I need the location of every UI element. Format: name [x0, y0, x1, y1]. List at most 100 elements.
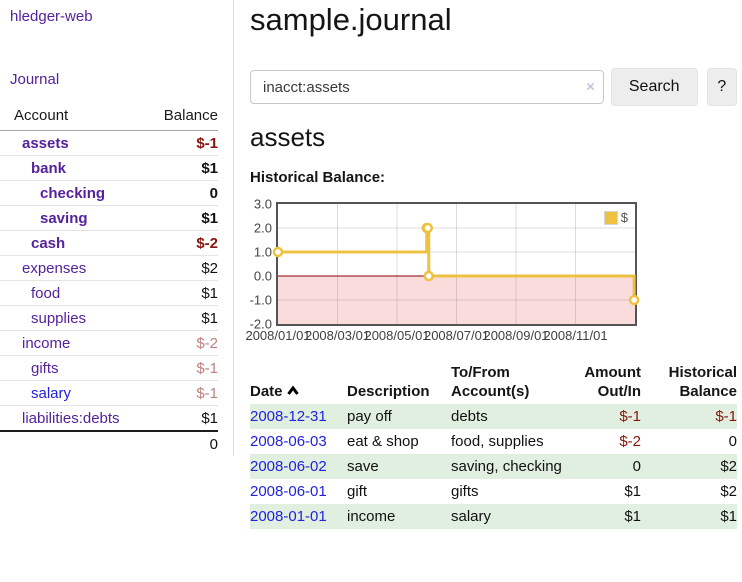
transaction-date-link[interactable]: 2008-12-31 — [250, 408, 327, 425]
sidebar-account-link[interactable]: salary — [31, 384, 72, 402]
register-table-body: 2008-12-31 pay off debts $-1 $-1 2008-06-03 ea… — [250, 404, 737, 529]
sidebar-account-link[interactable]: assets — [22, 134, 69, 152]
account-heading: assets — [250, 122, 326, 152]
description-column-header: Description — [347, 383, 430, 400]
account-row: cash $-2 — [0, 231, 218, 256]
y-tick-label: -1.0 — [249, 292, 272, 308]
transaction-date-link[interactable]: 2008-06-01 — [250, 483, 327, 500]
help-button[interactable]: ? — [706, 68, 737, 106]
search-input[interactable] — [250, 70, 604, 104]
sidebar: hledger-web Journal Account Balance asse… — [0, 0, 234, 456]
account-balance: $1 — [201, 209, 218, 227]
transaction-balance: $1 — [641, 504, 737, 529]
transaction-accounts: salary — [451, 504, 563, 529]
y-tick-label: 0.0 — [253, 268, 272, 284]
account-balance: $1 — [201, 159, 218, 177]
account-row: expenses $2 — [0, 256, 218, 281]
chart-x-axis: 2008/01/01 2008/03/01 2008/05/01 2008/07/01… — [245, 328, 635, 344]
account-balance: $1 — [201, 409, 218, 427]
chart-y-axis: 3.0 2.0 1.0 0.0 -1.0 -2.0 — [249, 197, 272, 332]
sidebar-account-link[interactable]: saving — [40, 209, 88, 227]
transaction-balance: $2 — [641, 454, 737, 479]
transaction-balance: 0 — [728, 433, 737, 450]
transaction-amount: $-2 — [619, 433, 641, 450]
transaction-amount: $1 — [563, 504, 641, 529]
transaction-accounts: gifts — [451, 483, 479, 500]
sidebar-account-link[interactable]: liabilities:debts — [22, 409, 120, 427]
register-table: Date Description To/From Account(s) Amou… — [250, 360, 737, 529]
account-row: supplies $1 — [0, 306, 218, 331]
x-tick-label: 2008/11/01 — [543, 328, 608, 343]
sidebar-account-link[interactable]: checking — [40, 184, 106, 202]
amount-column-header: Amount Out/In — [584, 364, 641, 400]
sort-ascending-icon — [286, 385, 299, 395]
search-form: × Search ? — [250, 68, 737, 106]
accounts-table-header: Account Balance — [0, 104, 218, 131]
search-button[interactable]: Search — [610, 68, 698, 106]
account-balance: $2 — [201, 259, 218, 277]
transaction-amount: $1 — [624, 483, 641, 500]
transaction-date-link[interactable]: 2008-06-02 — [250, 458, 327, 475]
transaction-accounts: food, supplies — [451, 433, 544, 450]
sidebar-account-link[interactable]: expenses — [22, 259, 87, 277]
search-box: × — [250, 70, 604, 104]
account-balance: $1 — [201, 309, 218, 327]
chart-heading: Historical Balance: — [250, 169, 386, 186]
transaction-description: eat & shop — [347, 433, 419, 450]
sidebar-account-link[interactable]: bank — [31, 159, 67, 177]
account-column-header: Account — [14, 107, 69, 124]
accounts-table: Account Balance assets $-1 bank $1 checking 0… — [0, 104, 218, 456]
transaction-date-link[interactable]: 2008-06-03 — [250, 433, 327, 450]
balance-chart-svg — [272, 204, 640, 324]
transaction-balance: $2 — [720, 483, 737, 500]
account-row: income $-2 — [0, 331, 218, 356]
transaction-description: save — [347, 454, 451, 479]
transaction-balance: $-1 — [641, 404, 737, 429]
transaction-accounts: saving, checking — [451, 454, 563, 479]
account-balance: $-2 — [196, 334, 218, 352]
accounts-total-value: 0 — [209, 435, 218, 453]
transaction-description: pay off — [347, 404, 451, 429]
historical-balance-chart: 3.0 2.0 1.0 0.0 -1.0 -2.0 $ 2008/01/01 2008/03… — [245, 197, 670, 344]
sidebar-account-link[interactable]: cash — [31, 234, 66, 252]
account-row: saving $1 — [0, 206, 218, 231]
transaction-amount: 0 — [563, 454, 641, 479]
transaction-row: 2008-06-01 gift gifts $1 $2 — [250, 479, 737, 504]
date-column-header[interactable]: Date — [250, 360, 347, 404]
account-balance: 0 — [209, 184, 218, 202]
chart-legend: $ — [601, 209, 630, 226]
register-header-row: Date Description To/From Account(s) Amou… — [250, 360, 737, 404]
balance-column-header-main: Historical Balance — [668, 364, 737, 400]
account-balance: $-1 — [196, 134, 218, 152]
y-tick-label: -2.0 — [249, 316, 272, 332]
accounts-total-row: 0 — [0, 430, 218, 456]
account-row: food $1 — [0, 281, 218, 306]
account-row: assets $-1 — [0, 131, 218, 156]
x-tick-label: 2008/05/01 — [364, 328, 430, 343]
transaction-description: gift — [347, 483, 368, 500]
account-row: salary $-1 — [0, 381, 218, 406]
account-row: liabilities:debts $1 — [0, 406, 218, 430]
sidebar-account-link[interactable]: supplies — [31, 309, 87, 327]
sidebar-account-link[interactable]: income — [22, 334, 71, 352]
account-balance: $-1 — [196, 384, 218, 402]
sidebar-account-link[interactable]: food — [31, 284, 61, 302]
transaction-row: 2008-12-31 pay off debts $-1 $-1 — [250, 404, 737, 429]
balance-column-header: Balance — [163, 107, 218, 124]
chart-plot-area: $ — [272, 202, 640, 326]
x-tick-label: 2008/07/01 — [423, 328, 490, 343]
transaction-date-link[interactable]: 2008-01-01 — [250, 508, 327, 525]
page-title: sample.journal — [250, 2, 452, 37]
sidebar-account-link[interactable]: gifts — [31, 359, 59, 377]
transaction-row: 2008-06-03 eat & shop food, supplies $-2 0 — [250, 429, 737, 454]
app-title-link[interactable]: hledger-web — [10, 8, 93, 25]
account-row: checking 0 — [0, 181, 218, 206]
legend-label: $ — [620, 210, 628, 225]
sidebar-item-journal[interactable]: Journal — [10, 71, 60, 88]
x-tick-label: 2008/09/01 — [483, 328, 549, 343]
account-balance: $1 — [201, 284, 218, 302]
account-balance: $-1 — [196, 359, 218, 377]
x-tick-label: 2008/01/01 — [245, 328, 311, 343]
account-row: gifts $-1 — [0, 356, 218, 381]
clear-search-icon[interactable]: × — [586, 78, 595, 96]
